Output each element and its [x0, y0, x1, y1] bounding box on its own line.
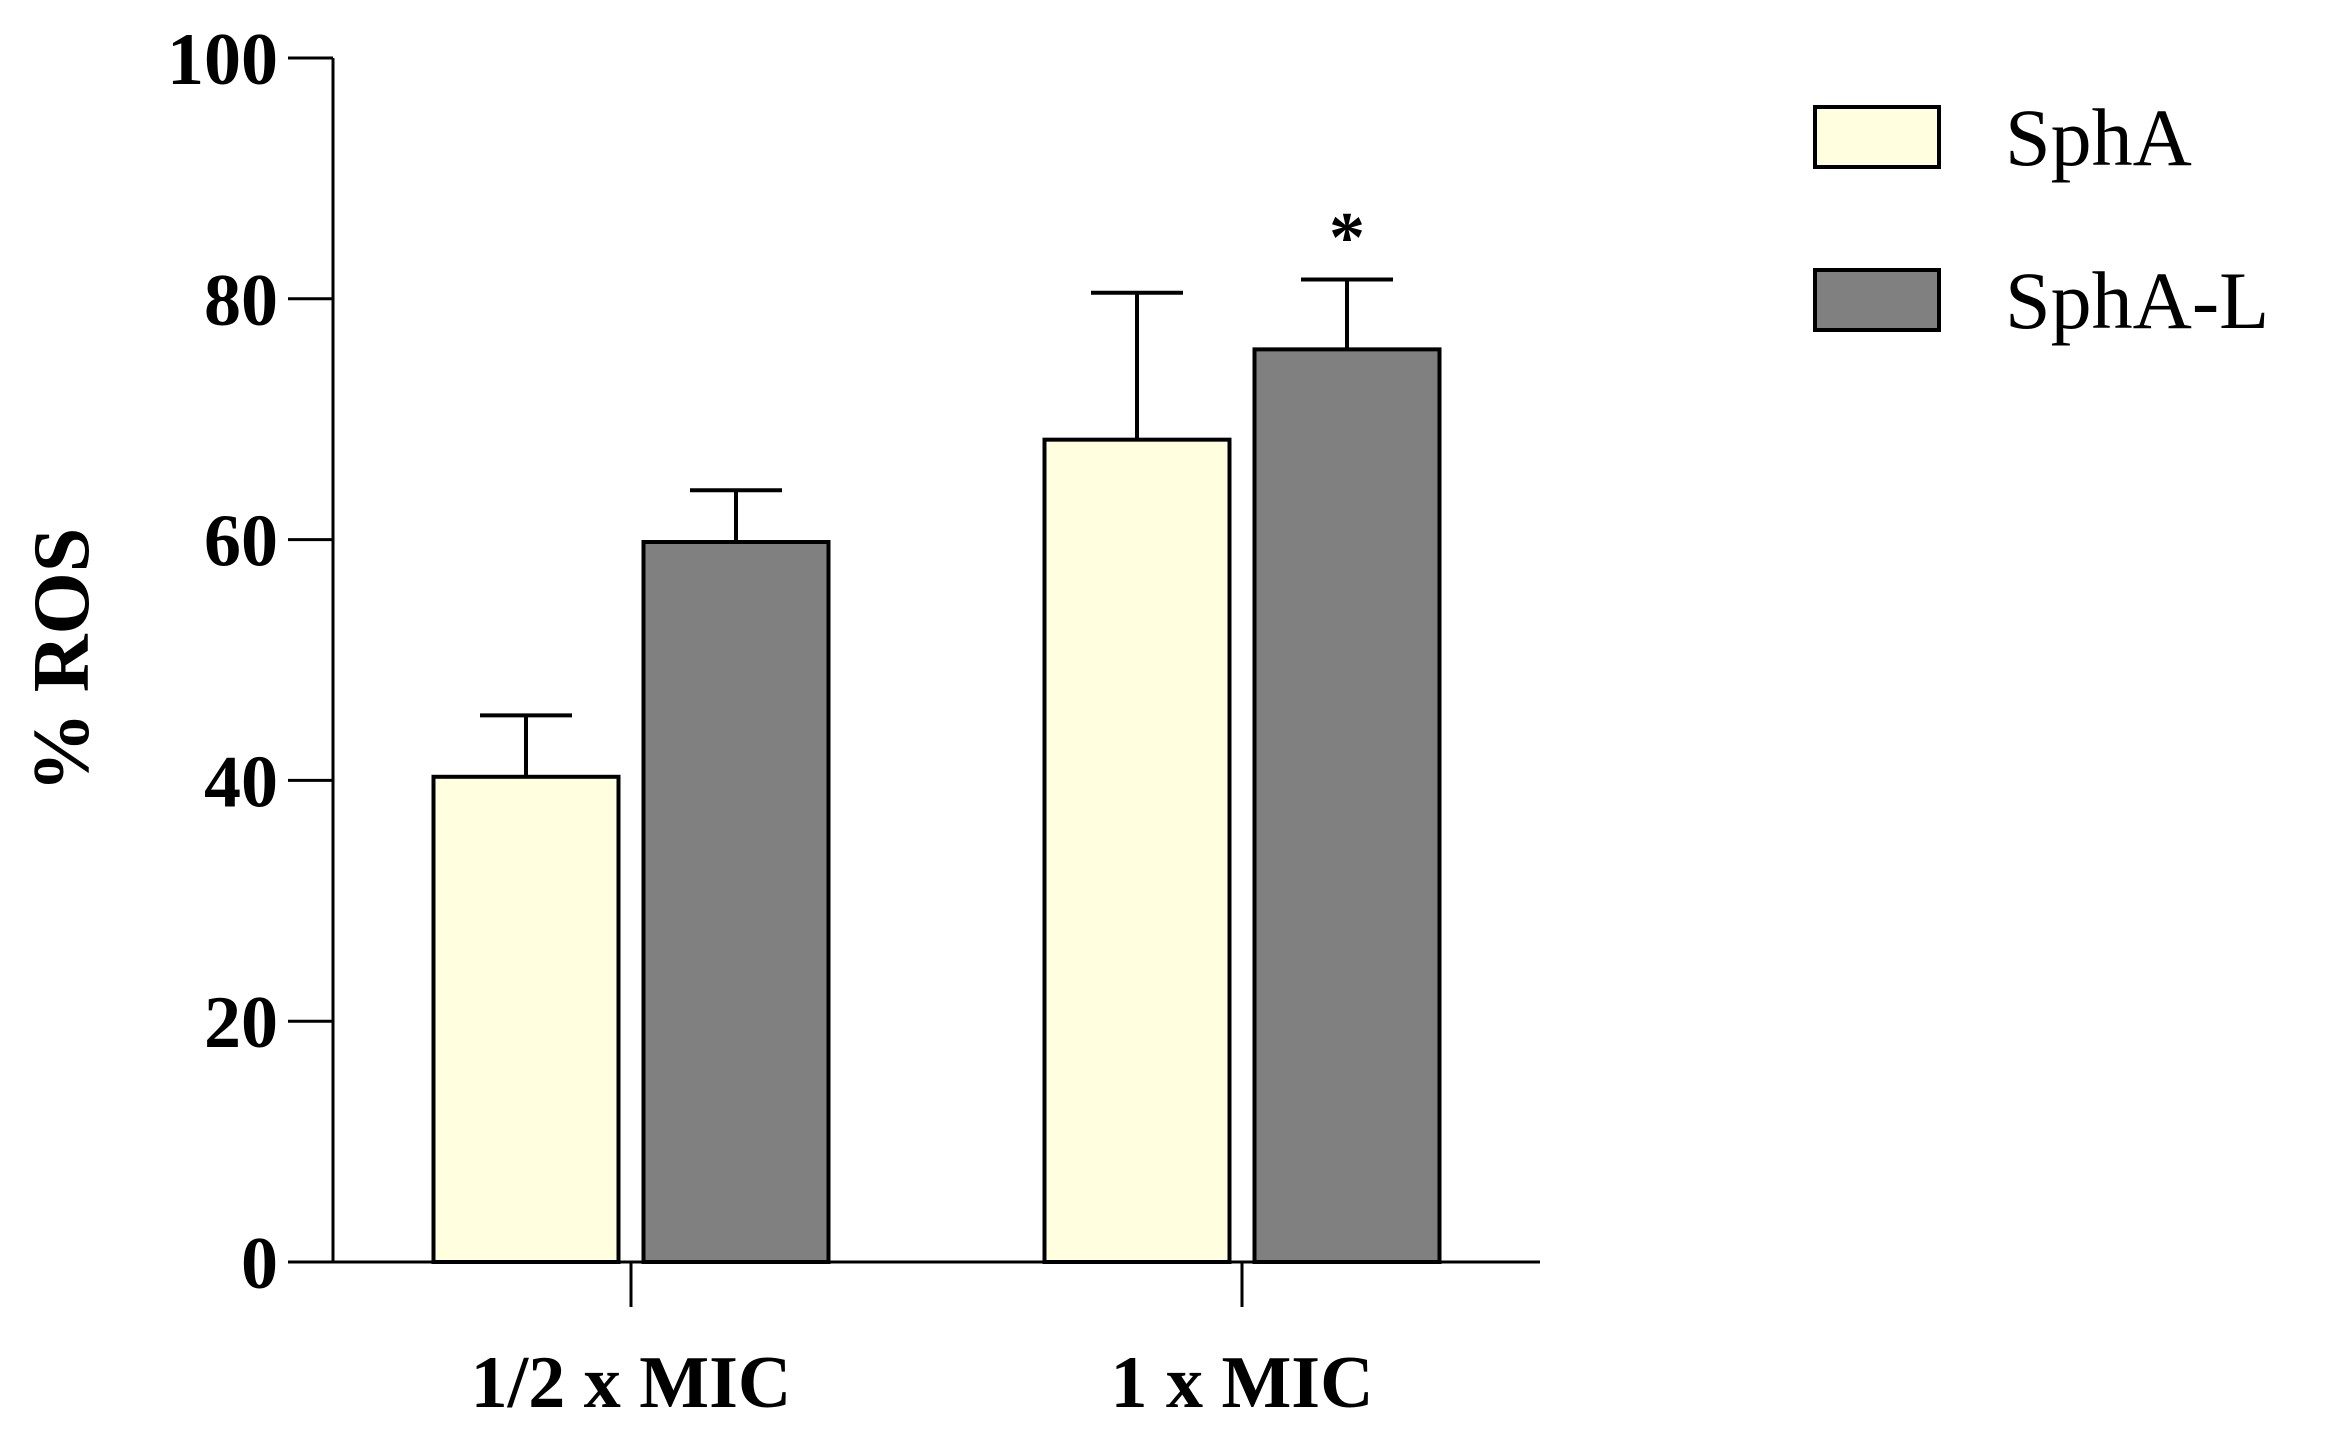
y-tick-label: 60 [204, 501, 278, 583]
significance-annotation: * [1329, 198, 1365, 278]
y-tick-label: 40 [204, 741, 278, 823]
y-tick-label: 20 [204, 982, 278, 1064]
y-tick-label: 100 [167, 19, 278, 101]
legend-swatch [1813, 268, 1941, 332]
y-axis-label: % ROS [18, 528, 106, 793]
bar [431, 774, 621, 1265]
legend-label: SphA [2005, 92, 2192, 183]
bar [1252, 347, 1442, 1265]
bars-group: * [431, 198, 1442, 1265]
x-tick-label: 1/2 x MIC [471, 1342, 792, 1424]
x-axis: 1/2 x MIC 1 x MIC [333, 1260, 1540, 1424]
legend: SphA SphA-L [1813, 92, 2269, 346]
x-tick-label: 1 x MIC [1110, 1342, 1373, 1424]
y-axis: 0 20 40 60 80 100 [167, 19, 335, 1305]
y-tick-label: 80 [204, 260, 278, 342]
y-tick-label: 0 [241, 1223, 278, 1305]
bar [641, 540, 831, 1264]
legend-label: SphA-L [2005, 255, 2269, 346]
legend-swatch [1813, 105, 1941, 169]
bar [1042, 437, 1232, 1264]
